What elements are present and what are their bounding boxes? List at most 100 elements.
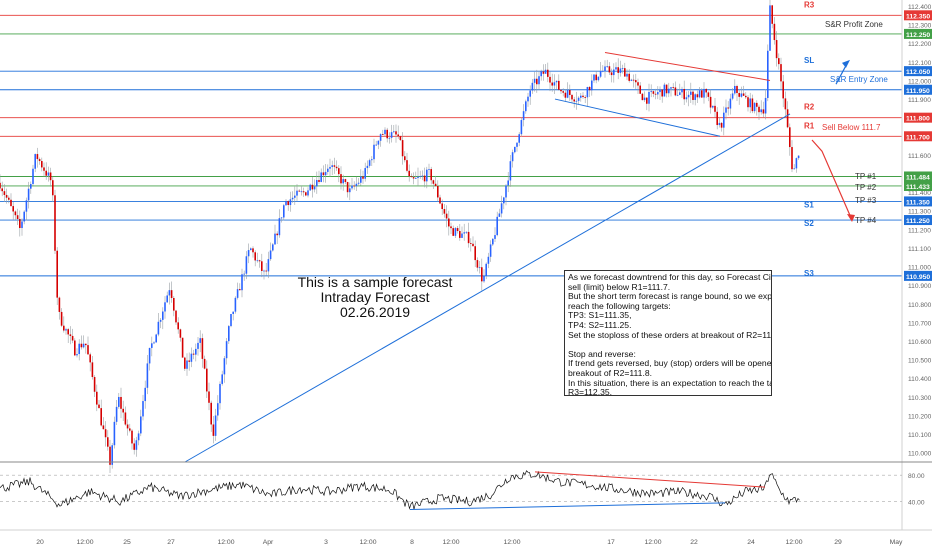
candle-body <box>280 217 283 219</box>
note-line: sell (limit) below R1=111.7. <box>568 281 671 292</box>
candle-body <box>261 261 263 271</box>
level-side-text: TP #3 <box>855 196 877 205</box>
candle-body <box>481 267 483 282</box>
candle-body <box>522 111 525 121</box>
candle-body <box>78 343 80 355</box>
candle-body <box>379 134 382 141</box>
candle-body <box>795 158 798 169</box>
candle-body <box>571 94 573 100</box>
candle-body <box>67 329 69 335</box>
candle-body <box>791 147 793 170</box>
candle-body <box>439 197 441 204</box>
price-tick-label: 110.700 <box>908 320 932 327</box>
candle-body <box>41 161 43 168</box>
candle-body <box>210 402 212 425</box>
candle-body <box>302 191 305 193</box>
caption-line-3: 02.26.2019 <box>339 304 411 320</box>
candle-body <box>151 343 153 348</box>
candle-body <box>729 98 732 109</box>
forecast-down-arrow <box>811 139 853 221</box>
candle-body <box>775 40 778 59</box>
candle-body <box>714 105 716 112</box>
candle-body <box>148 347 151 364</box>
candle-body <box>448 218 450 227</box>
candle-body <box>254 252 256 261</box>
candle-body <box>113 421 116 446</box>
candle-body <box>465 231 468 233</box>
candle-body <box>162 311 164 320</box>
candle-body <box>401 140 404 157</box>
candle-body <box>408 170 410 177</box>
candle-body <box>456 228 459 232</box>
note-line: R3=112.35. <box>568 387 613 396</box>
level-price-tag-label: 111.484 <box>906 174 930 181</box>
candle-body <box>514 146 516 153</box>
candle-body <box>144 387 146 402</box>
price-tick-label: 110.200 <box>908 413 932 420</box>
price-axis: 112.400 112.300 112.250 112.200 112.100 112.0… <box>901 0 932 530</box>
candle-body <box>437 186 439 198</box>
candle-body <box>318 180 320 182</box>
candle-body <box>8 197 10 200</box>
candle-body <box>300 191 303 193</box>
candle-body <box>632 79 635 81</box>
candle-body <box>133 443 135 450</box>
candle-body <box>309 184 311 191</box>
candle-body <box>483 275 485 282</box>
candle-body <box>16 215 19 220</box>
candle-body <box>507 180 509 186</box>
candle-body <box>322 172 325 176</box>
candle-body <box>219 383 221 404</box>
candle-body <box>591 80 593 91</box>
candle-body <box>27 188 30 201</box>
candle-body <box>203 358 206 369</box>
candle-body <box>443 209 446 214</box>
candle-body <box>599 71 602 77</box>
candle-body <box>637 82 639 86</box>
candle-body <box>716 111 718 126</box>
candle-body <box>82 343 85 348</box>
candle-body <box>179 329 182 338</box>
candle-body <box>340 174 342 184</box>
level-price-tag <box>904 180 932 191</box>
candle-body <box>751 98 754 112</box>
candle-body <box>234 297 237 312</box>
candle-body <box>197 342 199 349</box>
candle-body <box>324 171 327 176</box>
uptrend-line <box>184 113 791 463</box>
candle-body <box>582 95 584 98</box>
forecast-note-box: As we forecast downtrend for this day, s… <box>564 270 772 396</box>
level-name-label: R1 <box>804 121 815 130</box>
candle-body <box>527 96 529 102</box>
candle-body <box>109 446 111 465</box>
note-line: Stop and reverse: <box>568 348 636 359</box>
candle-body <box>428 169 430 170</box>
candle-body <box>630 79 633 81</box>
candle-body <box>723 112 725 128</box>
candle-body <box>49 172 52 181</box>
candle-body <box>778 58 780 65</box>
candle-body <box>452 228 454 236</box>
price-tick-label: 110.300 <box>908 395 932 402</box>
time-tick-label: 27 <box>167 539 175 546</box>
candle-body <box>540 71 542 77</box>
level-name-label: R3 <box>804 0 815 9</box>
price-tick-label: 112.300 <box>908 23 932 30</box>
candle-body <box>663 84 666 97</box>
candle-body <box>747 97 749 108</box>
level-price-tag-label: 111.800 <box>906 116 930 123</box>
candle-body <box>225 341 228 359</box>
candle-body <box>712 105 714 108</box>
candle-body <box>368 160 371 166</box>
level-name-label: S2 <box>804 219 814 228</box>
candle-body <box>60 311 63 326</box>
candle-body <box>646 97 648 104</box>
caption-line-1: This is a sample forecast <box>297 274 453 290</box>
candle-body <box>725 107 727 113</box>
time-tick-label: 3 <box>324 539 328 546</box>
candle-body <box>331 165 333 167</box>
candle-body <box>544 69 547 74</box>
price-tick-label: 112.000 <box>908 78 932 85</box>
candle-body <box>342 179 344 184</box>
note-line: But the short term forecast is range bou… <box>568 291 772 302</box>
